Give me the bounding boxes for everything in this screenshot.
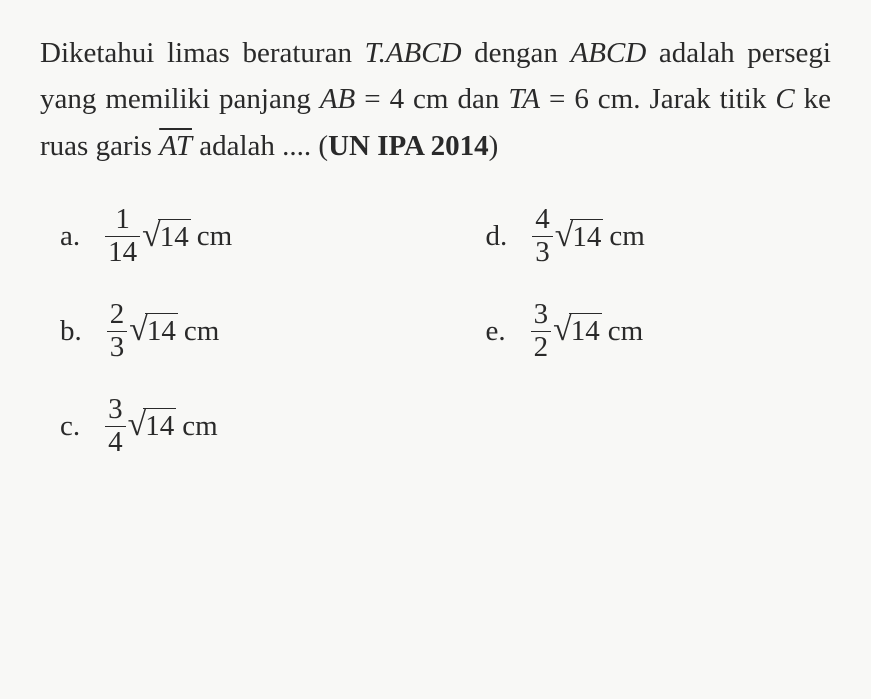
radicand: 14 <box>569 313 602 349</box>
unit: cm <box>608 315 643 348</box>
option-label: b. <box>60 315 82 348</box>
numerator: 1 <box>112 204 133 236</box>
unit: cm <box>184 315 219 348</box>
option-label: e. <box>486 315 506 348</box>
text-part: = 6 cm. Jarak titik <box>540 83 775 115</box>
numerator: 3 <box>531 299 552 331</box>
option-d: d. 4 3 √ 14 cm <box>486 204 832 269</box>
text-part: dengan <box>462 37 571 69</box>
unit: cm <box>609 220 644 253</box>
denominator: 2 <box>531 331 552 364</box>
square-root: √ 14 <box>142 219 191 255</box>
text-part: = 4 cm dan <box>355 83 508 115</box>
radicand: 14 <box>158 219 191 255</box>
problem-statement: Diketahui limas beraturan T.ABCD dengan … <box>40 30 831 169</box>
fraction: 3 4 <box>105 394 126 459</box>
radicand: 14 <box>143 408 176 444</box>
math-var: TA <box>508 83 540 115</box>
option-label: c. <box>60 410 80 443</box>
denominator: 3 <box>107 331 128 364</box>
denominator: 3 <box>532 236 553 269</box>
numerator: 3 <box>105 394 126 426</box>
option-label: a. <box>60 220 80 253</box>
option-label: d. <box>486 220 508 253</box>
text-part: ) <box>489 130 499 162</box>
options-list: a. 1 14 √ 14 cm d. 4 3 √ 14 cm b. 2 3 √ … <box>40 204 831 458</box>
option-c: c. 3 4 √ 14 cm <box>60 394 406 459</box>
option-e: e. 3 2 √ 14 cm <box>486 299 832 364</box>
fraction: 2 3 <box>107 299 128 364</box>
option-b: b. 2 3 √ 14 cm <box>60 299 406 364</box>
option-a: a. 1 14 √ 14 cm <box>60 204 406 269</box>
unit: cm <box>182 410 217 443</box>
math-var: C <box>775 83 794 115</box>
fraction: 1 14 <box>105 204 140 269</box>
exam-reference: UN IPA 2014 <box>328 130 489 162</box>
numerator: 4 <box>532 204 553 236</box>
math-segment: AT <box>159 130 192 162</box>
fraction: 4 3 <box>532 204 553 269</box>
text-part: adalah .... ( <box>192 130 328 162</box>
square-root: √ 14 <box>128 408 177 444</box>
math-var: ABCD <box>571 37 647 69</box>
math-var: AB <box>320 83 355 115</box>
numerator: 2 <box>107 299 128 331</box>
square-root: √ 14 <box>553 313 602 349</box>
denominator: 4 <box>105 426 126 459</box>
fraction: 3 2 <box>531 299 552 364</box>
unit: cm <box>197 220 232 253</box>
denominator: 14 <box>105 236 140 269</box>
square-root: √ 14 <box>129 313 178 349</box>
math-var: T.ABCD <box>365 37 462 69</box>
radicand: 14 <box>145 313 178 349</box>
radicand: 14 <box>570 219 603 255</box>
text-part: Diketahui limas beraturan <box>40 37 365 69</box>
square-root: √ 14 <box>555 219 604 255</box>
